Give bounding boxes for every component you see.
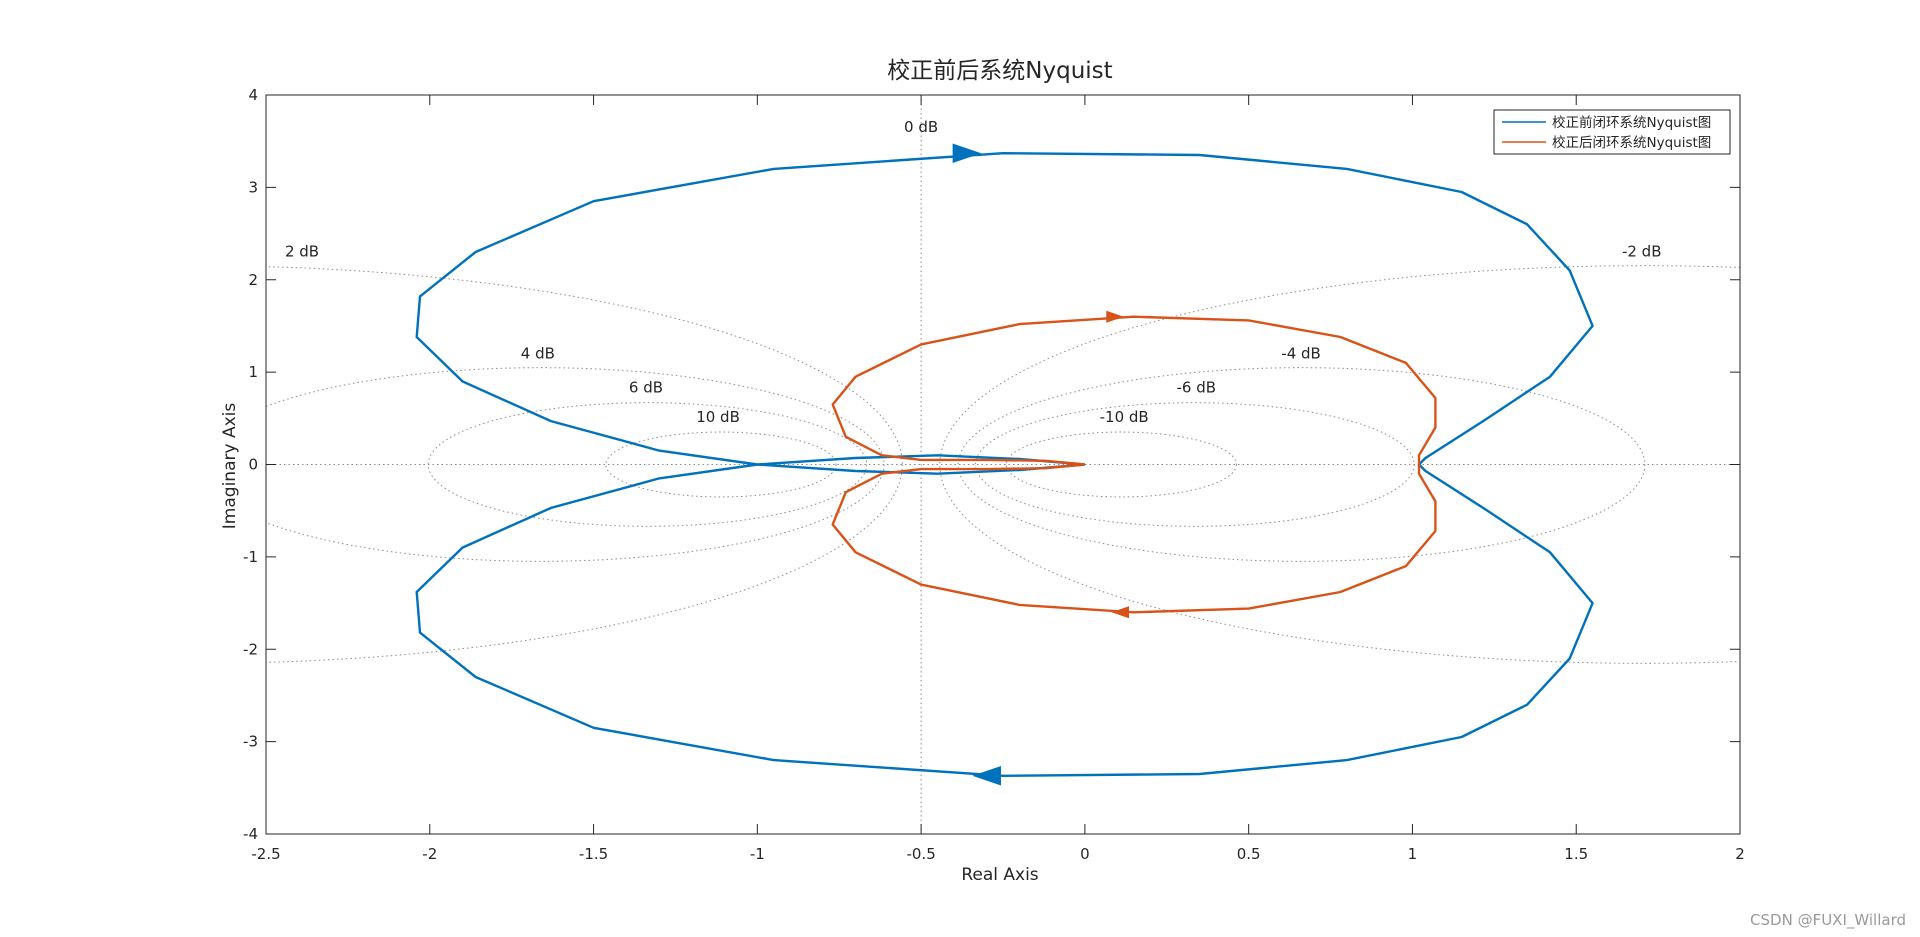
m-circle-label: 4 dB xyxy=(521,344,555,362)
y-tick-label: -3 xyxy=(243,733,258,751)
x-tick-label: -2.5 xyxy=(251,845,280,863)
m-circle-neg4db xyxy=(957,367,1646,562)
legend-box xyxy=(1493,109,1731,155)
y-tick-label: 1 xyxy=(248,363,258,381)
series-1-arrow-1 xyxy=(952,143,982,163)
series-2-arrow-1 xyxy=(1106,310,1124,323)
y-tick-label: -1 xyxy=(243,548,258,566)
m-circle-2db xyxy=(266,266,903,663)
x-tick-label: -2 xyxy=(422,845,437,863)
y-axis-label: Imaginary Axis xyxy=(220,403,240,530)
watermark-text: CSDN @FUXI_Willard xyxy=(1750,911,1906,929)
x-tick-label: 0.5 xyxy=(1237,845,1261,863)
m-circle-label: -4 dB xyxy=(1281,344,1321,362)
x-tick-label: -1 xyxy=(750,845,765,863)
m-circle-neg2db xyxy=(939,265,1740,664)
y-tick-label: 4 xyxy=(248,86,258,104)
y-tick-label: -2 xyxy=(243,640,258,658)
series-layer xyxy=(415,143,1594,786)
m-circle-grid: 0 dB 2 dB -2 dB 4 dB -4 dB 6 dB -6 dB 10 dB -10 … xyxy=(266,95,1740,834)
m-circle-label: -6 dB xyxy=(1176,378,1216,396)
x-axis-label: Real Axis xyxy=(961,865,1038,885)
x-tick-label: 1.5 xyxy=(1564,845,1588,863)
chart-title: 校正前后系统Nyquist xyxy=(887,58,1112,84)
x-tick-label: -1.5 xyxy=(579,845,608,863)
m-circle-label: 6 dB xyxy=(629,378,663,396)
m-circle-label: -10 dB xyxy=(1100,408,1149,426)
series-1-arrow-2 xyxy=(972,766,1001,786)
m-circle-6db xyxy=(427,402,868,527)
x-tick-label: -0.5 xyxy=(906,845,935,863)
y-tick-label: -4 xyxy=(243,825,258,843)
y-tick-label: 3 xyxy=(248,178,258,196)
legend-label-2: 校正后闭环系统Nyquist图 xyxy=(1552,134,1711,151)
m-circle-label: -2 dB xyxy=(1622,243,1662,261)
m-circle-4db xyxy=(266,367,885,562)
m-circle-label: 2 dB xyxy=(285,243,319,261)
series-line-2 xyxy=(831,315,1437,614)
x-tick-label: 2 xyxy=(1735,845,1745,863)
m-circle-label: 10 dB xyxy=(696,408,740,426)
m-circle-neg10db xyxy=(1005,431,1237,498)
legend-label-1: 校正前闭环系统Nyquist图 xyxy=(1552,114,1711,131)
x-tick-label: 1 xyxy=(1408,845,1418,863)
m-circle-10db xyxy=(605,431,837,498)
axes: -2.5 -2 -1.5 -1 -0.5 0 0.5 1 1.5 2 -4 -3 -2 -1 0 1 2 3 4 xyxy=(243,86,1745,863)
x-tick-label: 0 xyxy=(1080,845,1090,863)
series-2-arrow-2 xyxy=(1111,606,1129,619)
y-tick-label: 0 xyxy=(248,456,258,474)
y-tick-label: 2 xyxy=(248,271,258,289)
m-circle-label: 0 dB xyxy=(904,118,938,136)
